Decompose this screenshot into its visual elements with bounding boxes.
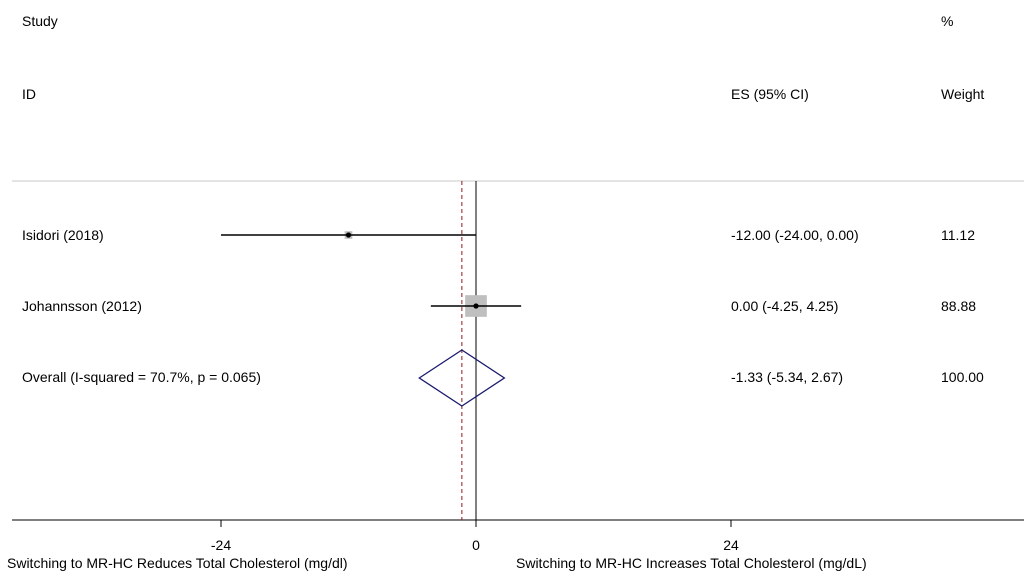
x-tick-label: -24 xyxy=(210,537,232,553)
overall-weight-text: 100.00 xyxy=(941,369,984,385)
study-label-johannsson: Johannsson (2012) xyxy=(22,298,142,314)
id-header: ID xyxy=(22,86,36,102)
study-header: Study xyxy=(22,13,58,29)
point-estimate xyxy=(345,232,352,238)
x-tick-label: 24 xyxy=(723,537,739,553)
overall-label: Overall (I-squared = 70.7%, p = 0.065) xyxy=(22,369,261,385)
pct-header: % xyxy=(941,13,954,29)
weight-text-isidori: 11.12 xyxy=(941,227,975,243)
es-text-johannsson: 0.00 (-4.25, 4.25) xyxy=(731,298,839,314)
es-header: ES (95% CI) xyxy=(731,86,809,102)
point-estimate xyxy=(473,303,479,309)
es-text-isidori: -12.00 (-24.00, 0.00) xyxy=(731,227,859,243)
weight-header: Weight xyxy=(941,86,985,102)
overall-es-text: -1.33 (-5.34, 2.67) xyxy=(731,369,844,385)
x-tick-label: 0 xyxy=(472,537,480,553)
overall-diamond xyxy=(418,349,506,407)
x-axis-label-right: Switching to MR-HC Increases Total Chole… xyxy=(516,555,867,571)
study-label-isidori: Isidori (2018) xyxy=(22,227,104,243)
weight-text-johannsson: 88.88 xyxy=(941,298,977,314)
x-axis-label-left: Switching to MR-HC Reduces Total Cholest… xyxy=(7,555,348,571)
